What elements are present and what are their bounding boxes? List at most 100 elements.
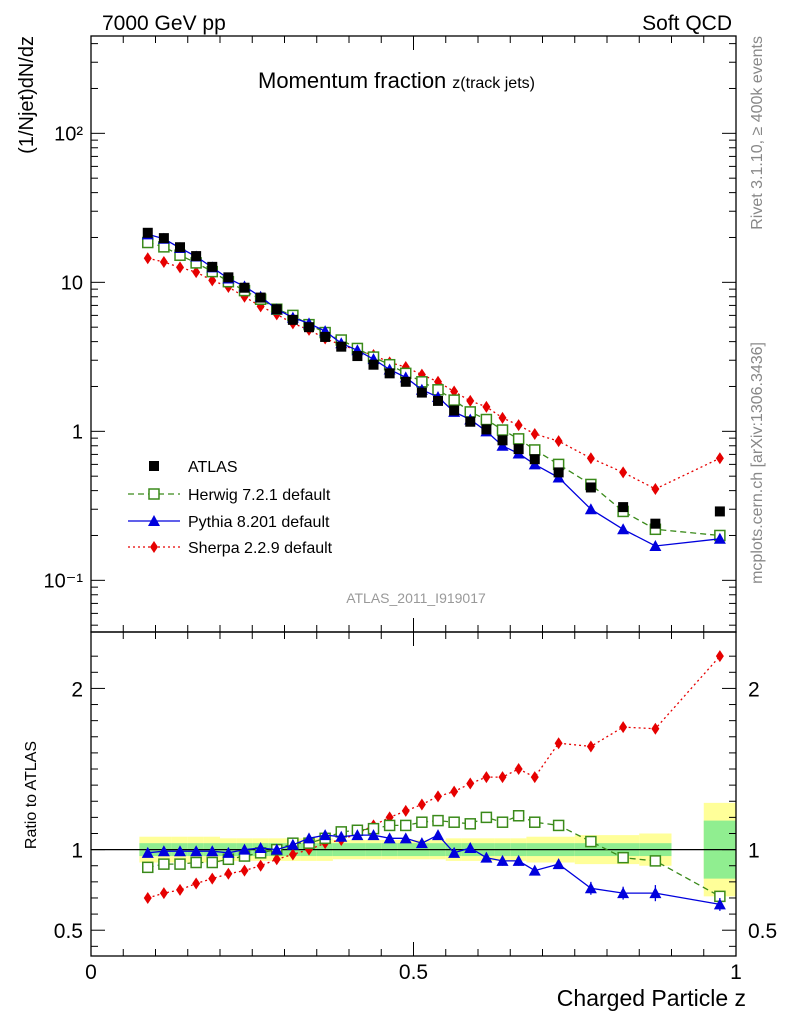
ratio-y-tick-label: 0.5 xyxy=(54,920,83,943)
ratio-series-sherpa xyxy=(143,650,724,904)
x-tick-label: 0.5 xyxy=(399,961,428,984)
data-point xyxy=(619,466,628,479)
data-point xyxy=(482,400,491,413)
ratio-plot-frame xyxy=(90,631,737,957)
legend-item: Herwig 7.2.1 default xyxy=(128,487,331,504)
data-point xyxy=(554,435,563,448)
data-point xyxy=(206,845,219,857)
legend-label: ATLAS xyxy=(188,459,238,476)
data-point xyxy=(401,804,410,817)
data-point xyxy=(190,845,203,857)
data-point xyxy=(336,341,347,352)
data-point xyxy=(240,864,249,877)
data-point xyxy=(651,722,660,735)
data-point xyxy=(223,272,234,283)
data-point xyxy=(174,845,187,857)
x-tick-label: 1 xyxy=(730,961,742,984)
data-point xyxy=(514,763,523,776)
main-title-sub: z(track jets) xyxy=(452,75,535,92)
data-point xyxy=(239,282,250,293)
ratio-series-pythia xyxy=(141,829,726,911)
data-point xyxy=(464,818,477,830)
data-point xyxy=(480,811,493,824)
legend-label: Pythia 8.201 default xyxy=(188,514,330,531)
analysis-watermark: ATLAS_2011_I919017 xyxy=(346,590,486,606)
legend-marker xyxy=(148,488,160,500)
data-point xyxy=(417,798,426,811)
data-point xyxy=(466,394,475,407)
main-title-main: Momentum fraction xyxy=(258,68,446,93)
header-left: 7000 GeV pp xyxy=(102,12,226,35)
data-point xyxy=(416,387,427,398)
legend-label: Sherpa 2.2.9 default xyxy=(188,540,333,557)
data-point xyxy=(224,867,233,880)
data-point xyxy=(143,891,152,904)
data-point xyxy=(512,810,525,822)
data-point xyxy=(512,433,525,445)
ratio-y-tick-label: 2 xyxy=(71,678,83,701)
data-point xyxy=(554,737,563,750)
data-point xyxy=(714,506,725,517)
data-point xyxy=(270,843,283,855)
data-point xyxy=(496,424,509,436)
data-point xyxy=(351,829,364,841)
data-point xyxy=(481,424,492,435)
data-point xyxy=(584,503,597,515)
data-point xyxy=(514,419,523,432)
data-point xyxy=(617,851,629,864)
data-point xyxy=(303,832,316,844)
data-point xyxy=(335,830,348,842)
data-point xyxy=(715,452,724,465)
data-point xyxy=(449,405,460,416)
data-point xyxy=(434,790,443,803)
data-point xyxy=(157,845,170,857)
data-point xyxy=(715,650,724,663)
mcplots-label: mcplots.cern.ch [arXiv:1306.3436] xyxy=(749,342,766,584)
data-point xyxy=(466,777,475,790)
data-point xyxy=(254,842,267,853)
data-point xyxy=(512,854,525,866)
data-point xyxy=(286,838,299,850)
data-point xyxy=(383,832,396,844)
data-point xyxy=(448,394,460,406)
data-point xyxy=(238,843,251,855)
data-point xyxy=(528,864,541,876)
data-point xyxy=(496,816,509,828)
data-point xyxy=(304,322,315,333)
data-point xyxy=(207,261,218,272)
main-y-tick-label: 10 xyxy=(61,272,83,294)
data-point xyxy=(448,846,461,858)
data-point xyxy=(432,814,444,827)
data-point xyxy=(142,861,154,874)
data-point xyxy=(552,819,565,832)
main-y-axis-label: (1/Njet)dN/dz xyxy=(16,36,38,154)
data-point xyxy=(384,368,395,379)
data-point xyxy=(619,721,628,734)
data-point xyxy=(272,853,281,866)
data-point xyxy=(480,413,493,426)
data-point xyxy=(585,835,597,848)
data-point xyxy=(352,351,363,362)
data-point xyxy=(529,444,541,456)
data-point xyxy=(368,359,379,370)
data-point xyxy=(498,771,507,784)
data-point xyxy=(416,816,428,828)
data-point xyxy=(400,819,412,832)
ratio-y-tick-label-right: 2 xyxy=(748,678,760,701)
legend-marker xyxy=(148,515,160,526)
series-atlas xyxy=(142,227,725,529)
main-y-tick-label: 10² xyxy=(54,123,83,145)
data-point xyxy=(586,740,595,753)
data-point xyxy=(176,261,185,274)
data-point xyxy=(288,848,297,861)
legend-item: Pythia 8.201 default xyxy=(128,514,330,531)
data-point xyxy=(450,785,459,798)
data-point xyxy=(190,856,202,869)
data-point xyxy=(320,331,331,342)
data-point xyxy=(383,819,396,832)
data-point xyxy=(271,304,282,315)
series-line xyxy=(147,257,721,490)
data-point xyxy=(256,859,265,872)
data-point xyxy=(208,872,217,885)
